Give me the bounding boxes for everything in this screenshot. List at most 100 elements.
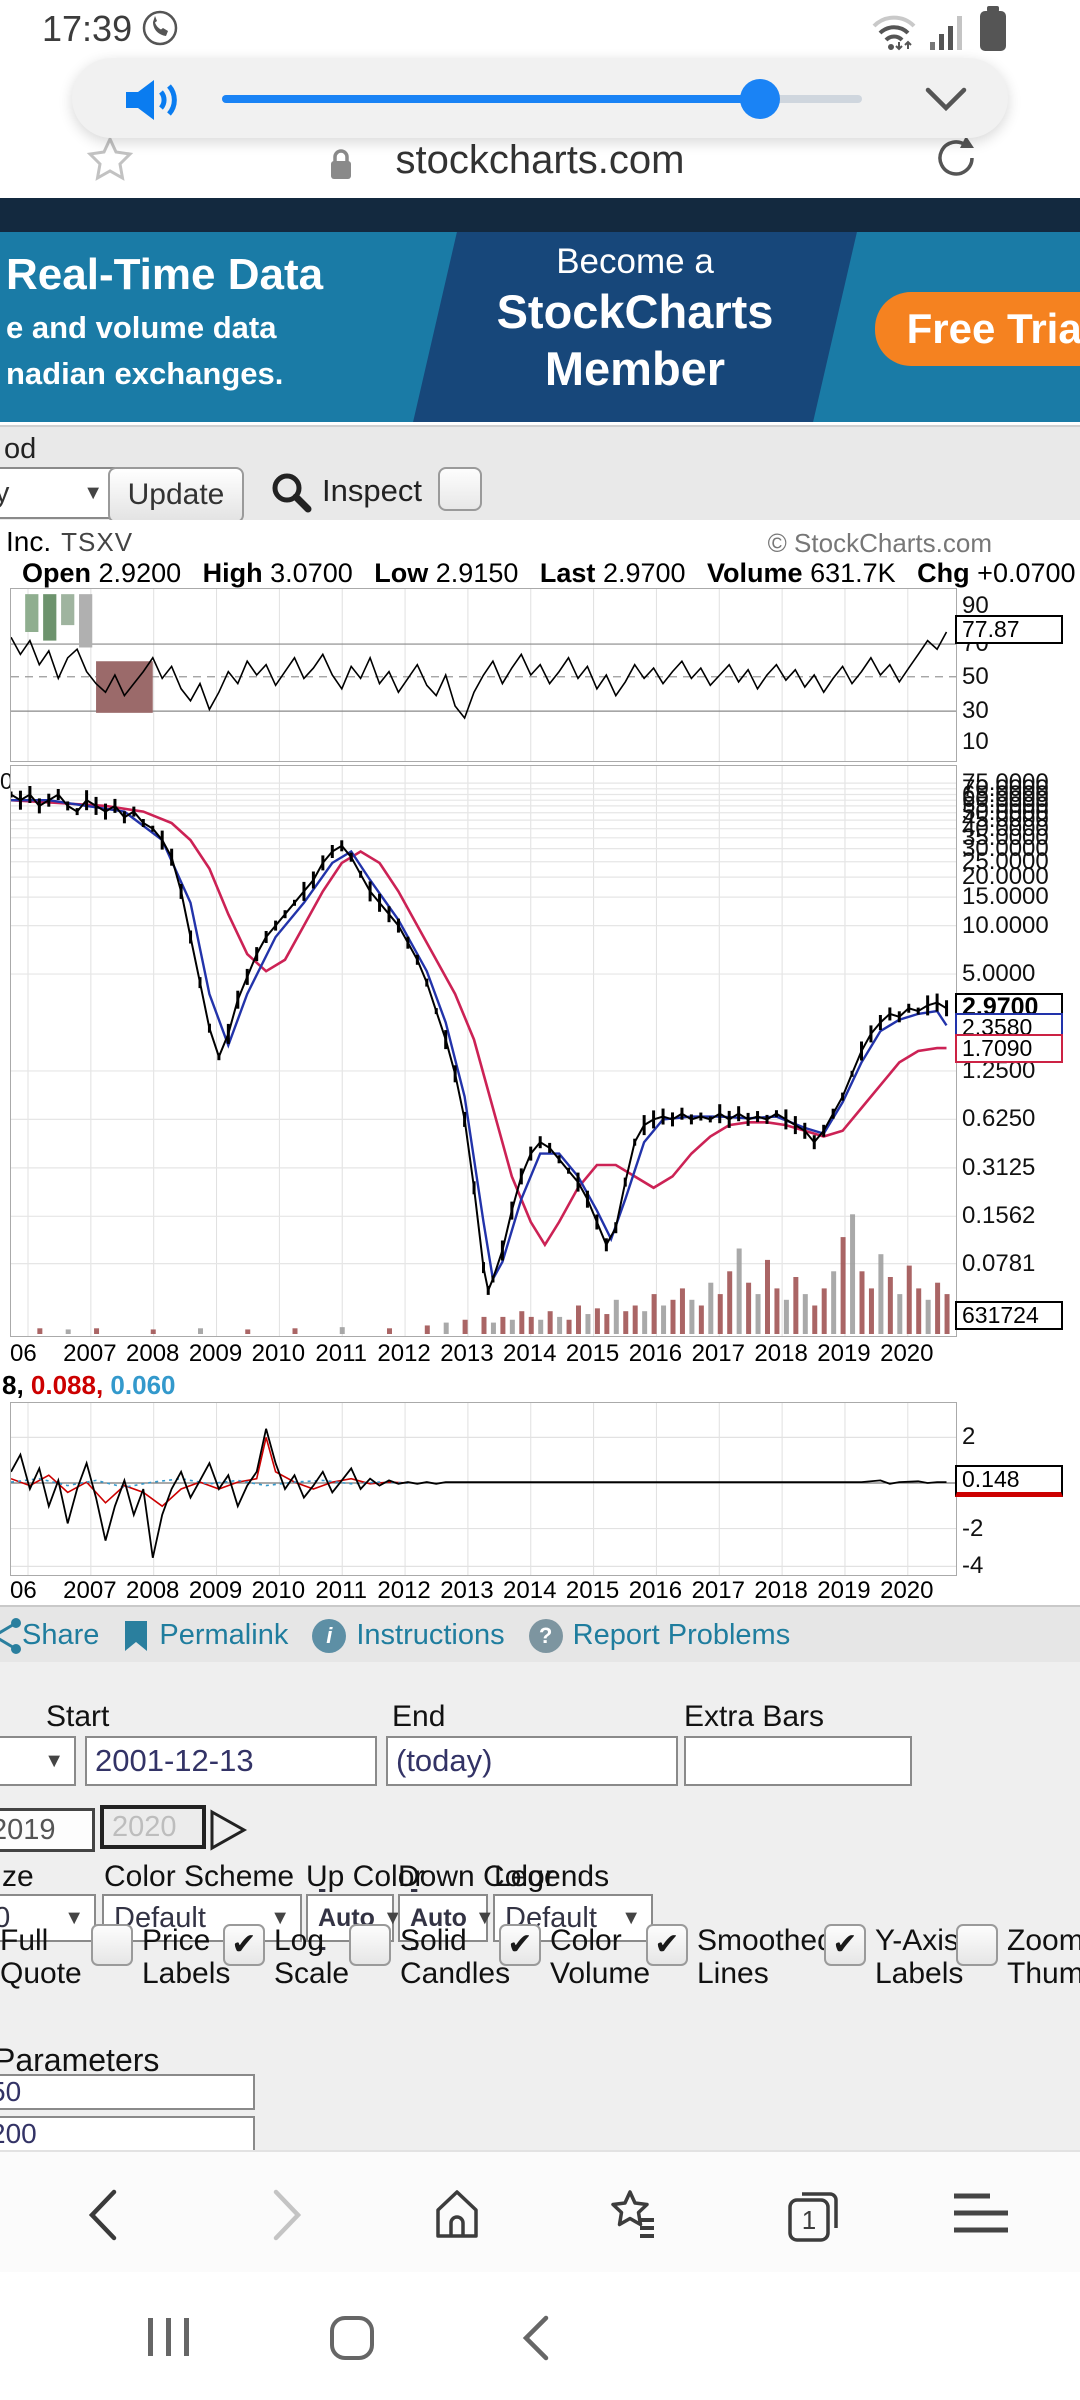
year-label: 2019 <box>817 1577 871 1604</box>
axis-label: -4 <box>962 1552 984 1580</box>
share-icon <box>0 1617 21 1654</box>
year-label: 2016 <box>628 1577 683 1604</box>
banner-line2: nadian exchanges. <box>6 356 284 391</box>
parameter1-input[interactable]: 50 <box>0 2074 255 2110</box>
year-label: 2017 <box>691 1340 745 1367</box>
refresh-icon[interactable] <box>932 134 980 182</box>
instructions-link[interactable]: Instructions <box>356 1619 505 1651</box>
checkbox-price-labels[interactable]: Price Labels <box>91 1924 230 1990</box>
chart-controls: od ily▼ Update Inspect <box>0 425 1080 524</box>
axis-label: 50 <box>962 662 989 690</box>
range-slider-to[interactable]: 2020 <box>100 1805 206 1849</box>
banner-center-line1: Become a <box>556 242 714 281</box>
back-icon[interactable] <box>84 2188 124 2242</box>
bookmarks-star-icon[interactable] <box>608 2188 662 2242</box>
forward-icon[interactable] <box>266 2188 306 2242</box>
year-label: 2013 <box>440 1577 494 1604</box>
year-label: 2020 <box>880 1340 934 1367</box>
period-select[interactable]: ily▼ <box>0 467 115 519</box>
down-color-select[interactable]: - Auto - ▼ <box>398 1875 495 1961</box>
recents-icon[interactable] <box>146 2316 192 2358</box>
inspect-checkbox[interactable] <box>438 467 482 511</box>
legends-label: Legends <box>494 1860 610 1893</box>
status-bar: 17:39 <box>0 0 1080 56</box>
year-label: 2016 <box>628 1340 683 1367</box>
legend-value: 8, <box>2 1370 24 1400</box>
ad-banner[interactable]: Real-Time Data e and volume data nadian … <box>0 232 1080 422</box>
symbol-line: Inc. TSXV <box>6 526 133 558</box>
report-problems-link[interactable]: Report Problems <box>572 1619 791 1651</box>
size-select[interactable]: 00▼ <box>0 1894 96 1942</box>
free-trial-button[interactable]: Free Trial <box>875 292 1080 366</box>
oscillator-panel[interactable] <box>10 1402 957 1576</box>
axis-label: 55.0000 <box>962 791 1049 819</box>
axis-label: 65.0000 <box>962 780 1049 808</box>
checkbox-zoom-thumbnai[interactable]: ZoomThumbnai <box>956 1924 1080 1990</box>
volume-slider[interactable] <box>222 79 862 119</box>
year-label: 2012 <box>377 1577 431 1604</box>
home-icon[interactable] <box>432 2188 482 2240</box>
inspect-magnifier-icon <box>272 473 312 513</box>
checkbox-y-axis-labels[interactable]: ✔ Y-Axis Labels <box>824 1924 963 1990</box>
axis-label: 60.0000 <box>962 786 1049 814</box>
info-icon: i <box>312 1618 347 1653</box>
year-label: 2008 <box>125 1340 180 1367</box>
volume-fill <box>222 95 760 103</box>
tabs-icon[interactable]: 1 <box>786 2188 842 2242</box>
signal-icon <box>930 16 962 50</box>
up-color-label: Up Color <box>306 1860 425 1893</box>
android-navigation-bar <box>0 2272 1080 2400</box>
collapse-chevron-icon[interactable] <box>924 86 968 112</box>
start-date-input[interactable]: 2001-12-13 <box>85 1736 377 1786</box>
back-nav-icon[interactable] <box>518 2314 554 2362</box>
parameter2-input[interactable]: 200 <box>0 2116 255 2152</box>
checkbox-color-volume[interactable]: ✔ Color Volume <box>499 1924 650 1990</box>
year-label: 2018 <box>754 1577 808 1604</box>
parameters-label: Parameters <box>0 2042 160 2078</box>
home-nav-icon[interactable] <box>328 2314 376 2362</box>
permalink-bookmark-icon <box>125 1620 148 1651</box>
range-preset-select[interactable]: ▼ <box>0 1736 76 1786</box>
range-slider-from[interactable]: 2019 <box>0 1808 95 1852</box>
axis-label: 0.1562 <box>962 1202 1036 1230</box>
price-x-axis: 06 2007 2008 2009 2010 2011 2012 2013 2014 2015 20… <box>10 1340 955 1368</box>
price-panel[interactable] <box>10 765 957 1337</box>
speaker-icon[interactable] <box>124 78 184 122</box>
size-label: ze <box>2 1860 34 1893</box>
status-time: 17:39 <box>42 8 133 49</box>
checkbox-log-scale[interactable]: ✔ Log Scale <box>223 1924 349 1990</box>
banner-line1: e and volume data <box>6 310 277 345</box>
year-label: 2010 <box>251 1340 306 1367</box>
permalink-link[interactable]: Permalink <box>159 1619 289 1651</box>
legends-select[interactable]: Default ▼ <box>493 1894 653 1942</box>
play-animation-icon[interactable] <box>208 1808 248 1852</box>
year-label: 2019 <box>817 1340 871 1367</box>
legend-value: 0.088, <box>23 1370 104 1400</box>
year-label: 2012 <box>377 1340 431 1367</box>
year-label: 2007 <box>63 1340 117 1367</box>
update-button[interactable]: Update <box>108 467 244 523</box>
end-date-input[interactable]: (today) <box>386 1736 678 1786</box>
year-label: 2009 <box>188 1577 243 1604</box>
menu-icon[interactable] <box>952 2188 1012 2242</box>
url-text[interactable]: stockcharts.com <box>395 138 685 182</box>
year-label: 2014 <box>503 1577 557 1604</box>
axis-label: 0.6250 <box>962 1105 1036 1133</box>
checkbox-smoothed-lines[interactable]: ✔ Smoothed Lines <box>646 1924 834 1990</box>
down-color-label: Down Color <box>398 1860 555 1893</box>
question-icon: ? <box>528 1618 563 1653</box>
bookmark-star-icon[interactable] <box>86 136 134 184</box>
axis-label: 35.0000 <box>962 823 1049 851</box>
share-link[interactable]: Share <box>22 1619 100 1651</box>
checkbox-full-quote[interactable]: Full Quote <box>0 1924 82 1990</box>
year-label: 2011 <box>315 1577 368 1604</box>
axis-label: 30.0000 <box>962 834 1049 862</box>
quote-line: Open 2.9200 High 3.0700 Low 2.9150 Last … <box>22 558 1080 588</box>
rsi-panel[interactable] <box>10 588 957 762</box>
chart-area[interactable]: Inc. TSXV © StockCharts.com Open 2.9200 H… <box>0 520 1080 1605</box>
volume-slider-thumb[interactable] <box>739 79 780 119</box>
price-callout: 0.148 <box>955 1465 1063 1498</box>
axis-label: 10 <box>962 728 989 756</box>
checkbox-solid-candles[interactable]: Solid Candles <box>349 1924 510 1990</box>
extra-bars-input[interactable] <box>684 1736 912 1786</box>
